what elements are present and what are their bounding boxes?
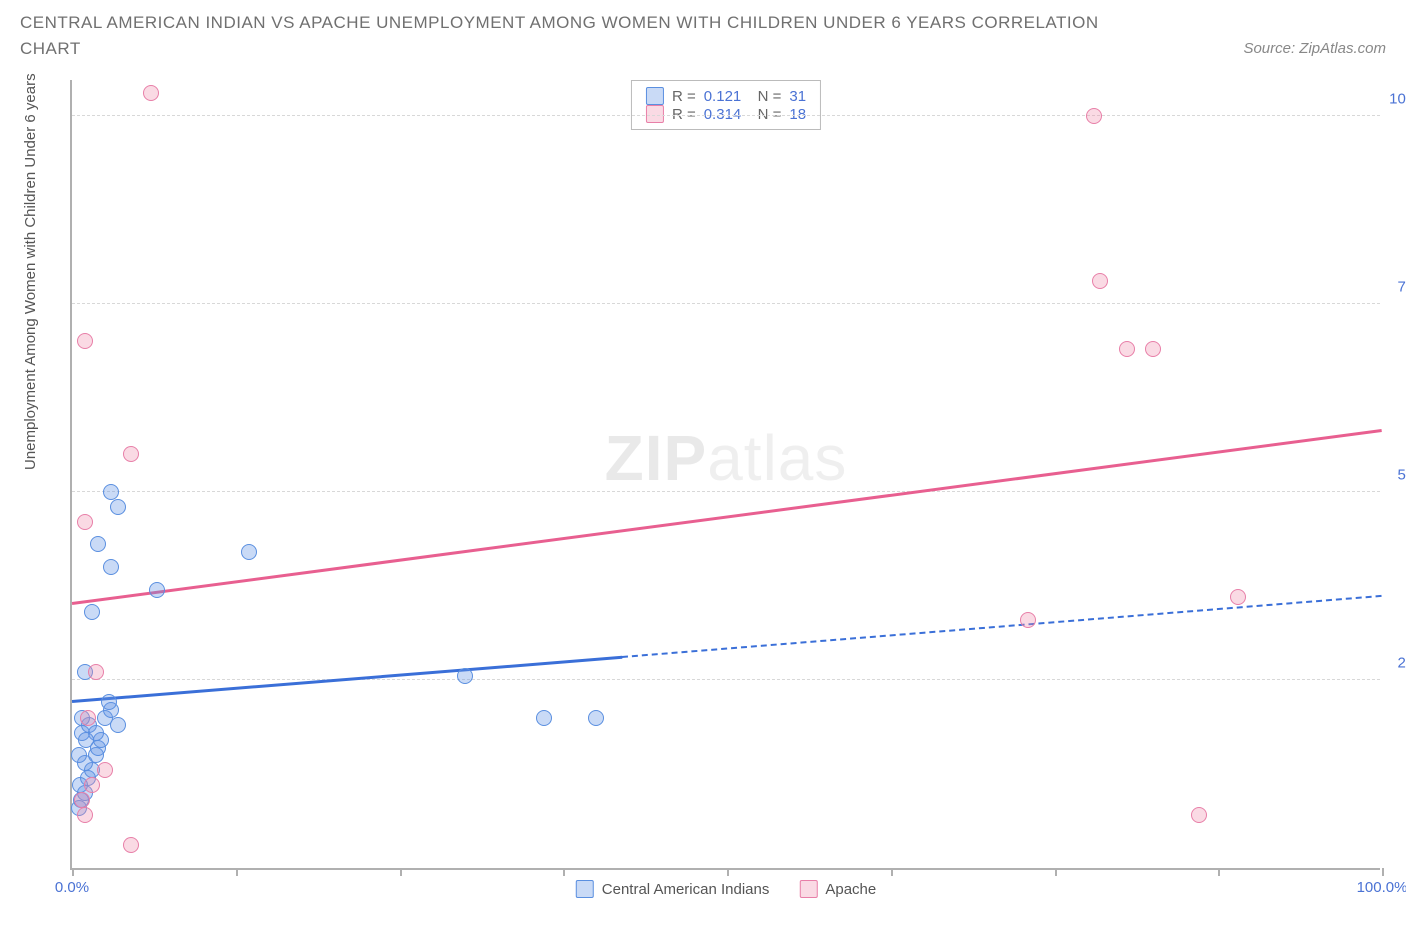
legend-swatch bbox=[646, 87, 664, 105]
data-point-cai bbox=[71, 747, 87, 763]
x-tick bbox=[1382, 868, 1384, 876]
legend-bottom: Central American Indians Apache bbox=[576, 880, 876, 898]
data-point-cai bbox=[103, 484, 119, 500]
x-tick-label: 100.0% bbox=[1357, 879, 1406, 896]
x-tick bbox=[72, 868, 74, 876]
data-point-apache bbox=[143, 85, 159, 101]
correlation-chart: CENTRAL AMERICAN INDIAN VS APACHE UNEMPL… bbox=[10, 10, 1396, 920]
n-value: 31 bbox=[789, 88, 806, 105]
y-tick-label: 25.0% bbox=[1397, 654, 1406, 671]
legend-stats-box: R = 0.121 N = 31R = 0.314 N = 18 bbox=[631, 80, 821, 130]
x-tick bbox=[891, 868, 893, 876]
x-tick-label: 0.0% bbox=[55, 879, 89, 896]
legend-label: Apache bbox=[825, 881, 876, 898]
data-point-apache bbox=[123, 837, 139, 853]
legend-stats-row: R = 0.121 N = 31 bbox=[646, 87, 806, 105]
data-point-cai bbox=[588, 710, 604, 726]
x-tick bbox=[727, 868, 729, 876]
data-point-cai bbox=[241, 544, 257, 560]
legend-item: Apache bbox=[799, 880, 876, 898]
data-point-apache bbox=[1020, 612, 1036, 628]
plot-area: ZIPatlas R = 0.121 N = 31R = 0.314 N = 1… bbox=[70, 80, 1380, 870]
x-tick bbox=[400, 868, 402, 876]
x-tick bbox=[236, 868, 238, 876]
data-point-cai bbox=[103, 559, 119, 575]
y-tick-label: 50.0% bbox=[1397, 466, 1406, 483]
data-point-cai bbox=[78, 732, 94, 748]
data-point-apache bbox=[88, 664, 104, 680]
data-point-apache bbox=[97, 762, 113, 778]
n-label: N = bbox=[749, 88, 781, 105]
gridline bbox=[72, 491, 1380, 492]
watermark: ZIPatlas bbox=[605, 421, 848, 495]
data-point-apache bbox=[1191, 807, 1207, 823]
x-tick bbox=[1055, 868, 1057, 876]
data-point-apache bbox=[80, 710, 96, 726]
data-point-cai bbox=[110, 499, 126, 515]
legend-item: Central American Indians bbox=[576, 880, 770, 898]
x-tick bbox=[1218, 868, 1220, 876]
data-point-cai bbox=[101, 694, 117, 710]
y-axis-label: Unemployment Among Women with Children U… bbox=[22, 73, 39, 470]
data-point-apache bbox=[77, 514, 93, 530]
source-label: Source: ZipAtlas.com bbox=[1243, 40, 1386, 57]
gridline bbox=[72, 115, 1380, 116]
data-point-cai bbox=[149, 582, 165, 598]
gridline bbox=[72, 679, 1380, 680]
y-tick-label: 75.0% bbox=[1397, 278, 1406, 295]
x-tick bbox=[563, 868, 565, 876]
legend-label: Central American Indians bbox=[602, 881, 770, 898]
data-point-apache bbox=[77, 333, 93, 349]
legend-swatch bbox=[799, 880, 817, 898]
trend-line-apache bbox=[72, 429, 1382, 605]
data-point-cai bbox=[84, 604, 100, 620]
data-point-cai bbox=[457, 668, 473, 684]
data-point-apache bbox=[74, 792, 90, 808]
chart-title: CENTRAL AMERICAN INDIAN VS APACHE UNEMPL… bbox=[20, 10, 1120, 61]
legend-swatch bbox=[576, 880, 594, 898]
trend-line-cai bbox=[622, 595, 1382, 659]
data-point-apache bbox=[1086, 108, 1102, 124]
data-point-apache bbox=[77, 807, 93, 823]
data-point-cai bbox=[110, 717, 126, 733]
data-point-cai bbox=[536, 710, 552, 726]
data-point-apache bbox=[1092, 273, 1108, 289]
data-point-cai bbox=[90, 536, 106, 552]
data-point-apache bbox=[1145, 341, 1161, 357]
gridline bbox=[72, 303, 1380, 304]
r-label: R = bbox=[672, 88, 696, 105]
data-point-apache bbox=[123, 446, 139, 462]
y-tick-label: 100.0% bbox=[1389, 90, 1406, 107]
data-point-apache bbox=[84, 777, 100, 793]
data-point-apache bbox=[1119, 341, 1135, 357]
r-value: 0.121 bbox=[704, 88, 742, 105]
data-point-apache bbox=[1230, 589, 1246, 605]
